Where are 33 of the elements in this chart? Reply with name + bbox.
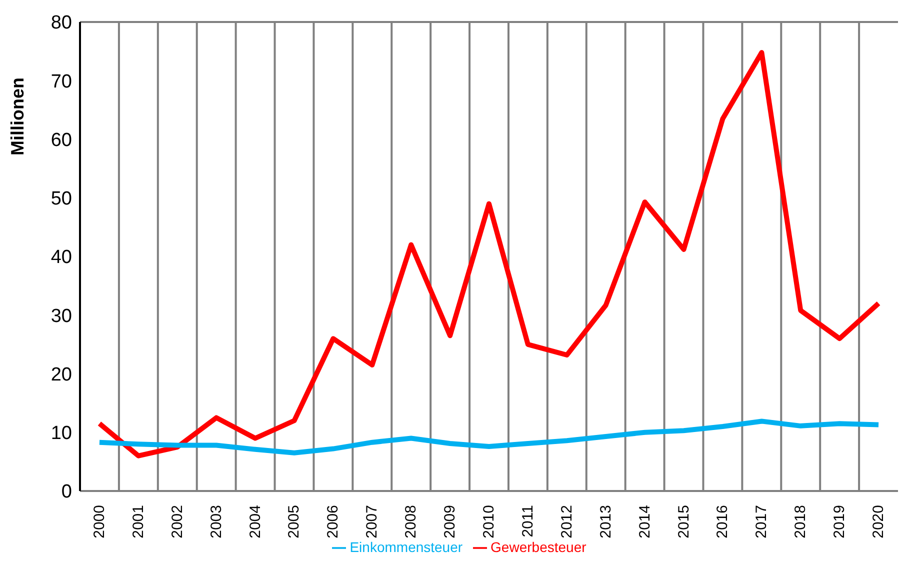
y-tick-label: 50	[50, 188, 72, 210]
y-tick-label: 70	[50, 71, 72, 92]
legend-label: Gewerbesteuer	[490, 539, 586, 555]
x-tick-label: 2007	[364, 505, 381, 538]
x-tick-label: 2019	[831, 505, 848, 538]
legend-label: Einkommensteuer	[350, 539, 463, 555]
x-tick-label: 2005	[286, 505, 303, 538]
x-tick-label: 2008	[402, 505, 420, 538]
x-tick-label: 2020	[870, 505, 888, 538]
x-tick-label: 2004	[246, 505, 264, 538]
x-tick-label: 2001	[130, 505, 147, 538]
y-tick-label: 80	[50, 12, 72, 34]
y-tick-label: 40	[50, 247, 72, 268]
x-tick-label: 2013	[597, 505, 614, 538]
y-tick-label: 60	[50, 130, 72, 151]
x-tick-label: 2006	[324, 505, 342, 538]
x-tick-label: 2015	[675, 505, 692, 538]
y-tick-label: 0	[61, 482, 72, 503]
x-tick-label: 2018	[792, 505, 810, 538]
x-tick-label: 2016	[714, 505, 732, 538]
x-tick-label: 2002	[168, 505, 186, 538]
y-tick-label: 20	[50, 364, 72, 386]
x-tick-label: 2017	[753, 505, 770, 538]
x-tick-label: 2011	[519, 505, 536, 538]
x-tick-label: 2014	[636, 505, 654, 538]
x-tick-label: 2003	[208, 505, 225, 538]
x-tick-label: 2012	[558, 505, 576, 538]
x-tick-label: 2009	[442, 505, 459, 538]
y-tick-label: 30	[50, 306, 72, 327]
y-tick-label: 10	[50, 423, 72, 444]
x-tick-label: 2000	[90, 505, 108, 538]
y-axis-title: Millionen	[7, 78, 28, 156]
x-tick-label: 2010	[480, 505, 498, 538]
